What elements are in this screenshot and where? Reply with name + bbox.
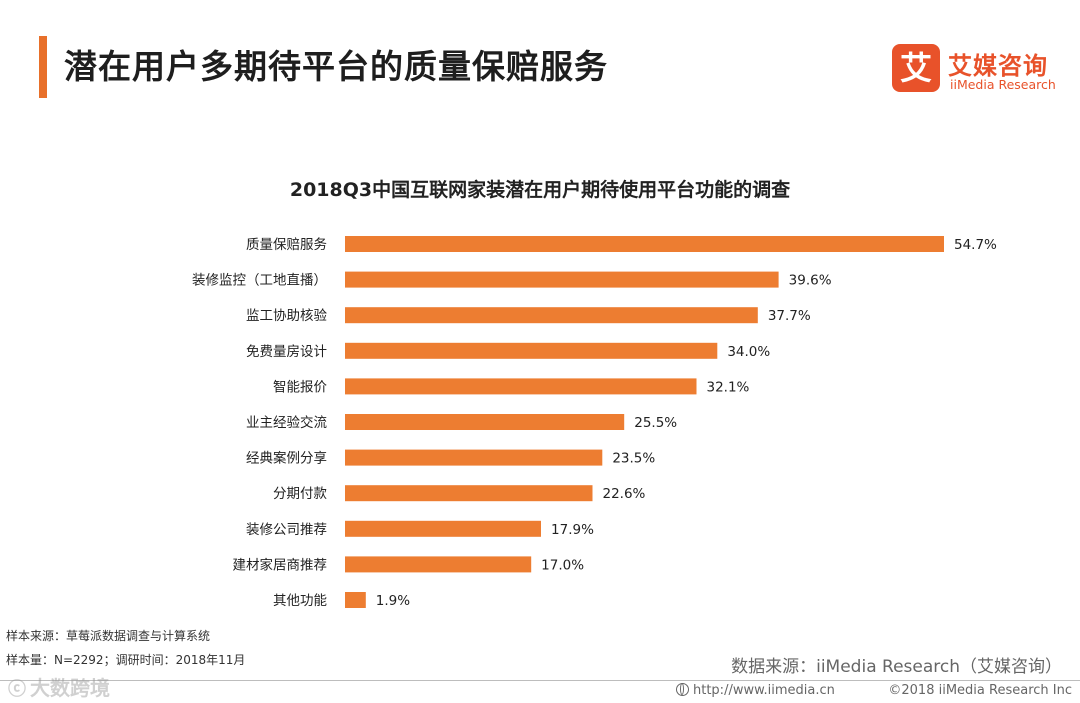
bar[interactable] bbox=[345, 414, 625, 430]
sample-size-note: 样本量：N=2292；调研时间：2018年11月 bbox=[6, 653, 246, 667]
category-label: 智能报价 bbox=[273, 379, 327, 395]
category-label: 质量保赔服务 bbox=[246, 237, 327, 253]
value-label: 17.9% bbox=[551, 522, 594, 538]
value-label: 17.0% bbox=[541, 557, 584, 573]
bar[interactable] bbox=[345, 556, 532, 573]
data-source: 数据来源：iiMedia Research（艾媒咨询） bbox=[731, 657, 1062, 677]
category-label: 监工协助核验 bbox=[246, 308, 327, 324]
value-label: 23.5% bbox=[612, 451, 655, 467]
bar[interactable] bbox=[345, 449, 603, 466]
logo-name-cn: 艾媒咨询 bbox=[948, 52, 1048, 80]
page-title: 潜在用户多期待平台的质量保赔服务 bbox=[64, 47, 608, 86]
category-label: 其他功能 bbox=[273, 593, 327, 609]
value-label: 25.5% bbox=[634, 415, 677, 431]
sample-source-note: 样本来源：草莓派数据调查与计算系统 bbox=[6, 629, 211, 643]
logo-name-en: iiMedia Research bbox=[950, 77, 1056, 92]
footer-url-text[interactable]: http://www.iimedia.cn bbox=[693, 683, 835, 698]
category-label: 装修监控（工地直播） bbox=[192, 273, 327, 289]
bar[interactable] bbox=[345, 520, 541, 537]
category-label: 分期付款 bbox=[273, 486, 327, 502]
logo-mark-char: 艾 bbox=[899, 49, 932, 87]
watermark: ⓒ 大数跨境 bbox=[8, 672, 110, 701]
brand-logo[interactable]: 艾 艾媒咨询 iiMedia Research bbox=[892, 44, 1072, 96]
bar[interactable] bbox=[345, 236, 944, 252]
value-label: 32.1% bbox=[707, 379, 750, 395]
category-label: 经典案例分享 bbox=[246, 450, 327, 467]
value-label: 34.0% bbox=[727, 344, 770, 360]
value-label: 54.7% bbox=[954, 237, 997, 253]
category-label: 建材家居商推荐 bbox=[233, 556, 328, 573]
value-label: 37.7% bbox=[768, 308, 811, 324]
footer-divider bbox=[0, 680, 1080, 681]
bar-chart: 质量保赔服务 54.7% 装修监控（工地直播） 39.6% 监工协助核验 37.7% 免费量… bbox=[192, 236, 997, 609]
footer-copyright: ©2018 iiMedia Research Inc bbox=[888, 683, 1072, 698]
bar[interactable] bbox=[345, 485, 593, 502]
bar[interactable] bbox=[345, 592, 366, 608]
bar[interactable] bbox=[345, 307, 758, 324]
category-label: 装修公司推荐 bbox=[246, 522, 327, 538]
value-label: 39.6% bbox=[789, 273, 832, 289]
title-accent-bar bbox=[39, 36, 47, 98]
watermark-text: 大数跨境 bbox=[30, 676, 110, 700]
globe-icon bbox=[676, 683, 689, 696]
value-label: 22.6% bbox=[602, 486, 645, 502]
logo-mark-icon: 艾 bbox=[892, 44, 940, 92]
chart-title: 2018Q3中国互联网家装潜在用户期待使用平台功能的调查 bbox=[289, 179, 791, 201]
category-label: 业主经验交流 bbox=[246, 414, 327, 431]
footer-url[interactable]: http://www.iimedia.cn bbox=[676, 683, 835, 698]
category-label: 免费量房设计 bbox=[246, 344, 327, 360]
value-label: 1.9% bbox=[376, 593, 410, 609]
bar[interactable] bbox=[345, 378, 697, 395]
watermark-icon: ⓒ bbox=[8, 679, 26, 700]
bar[interactable] bbox=[345, 271, 779, 288]
bar[interactable] bbox=[345, 342, 718, 359]
